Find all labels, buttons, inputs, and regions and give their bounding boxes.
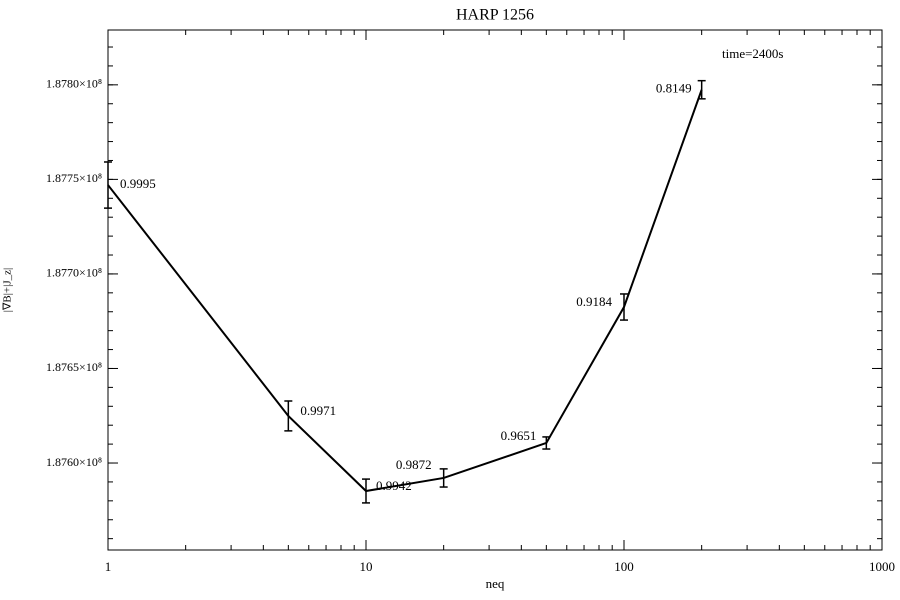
error-bar (362, 478, 370, 504)
chart-title: HARP 1256 (456, 7, 534, 24)
point-label: 0.9651 (501, 428, 537, 443)
annotation: time=2400s (722, 46, 784, 61)
point-label: 0.9995 (120, 176, 156, 191)
point-label: 0.9942 (376, 478, 412, 493)
y-tick-label: 1.8765×10⁸ (46, 360, 102, 374)
x-tick-label: 1 (105, 559, 112, 574)
error-bar (620, 293, 628, 321)
error-bar (284, 400, 293, 432)
point-label: 0.9872 (396, 457, 432, 472)
y-axis-label: |∇B|+|J_z| (2, 268, 14, 312)
series-line (107, 89, 703, 493)
error-bar (697, 79, 706, 100)
error-bar (439, 468, 448, 488)
x-tick-label: 10 (360, 559, 373, 574)
error-bar (542, 436, 551, 450)
axes (107, 30, 883, 550)
y-tick-label: 1.8780×10⁸ (46, 77, 102, 91)
point-label: 0.9184 (576, 294, 612, 309)
point-label: 0.8149 (656, 81, 692, 96)
point-label: 0.9971 (300, 403, 336, 418)
x-axis-label: neq (486, 576, 505, 591)
error-bar (104, 161, 112, 209)
x-tick-label: 100 (614, 559, 634, 574)
plot-frame (107, 29, 883, 551)
x-tick-label: 1000 (869, 559, 895, 574)
y-tick-label: 1.8760×10⁸ (46, 455, 102, 469)
y-tick-label: 1.8770×10⁸ (46, 266, 102, 280)
y-tick-label: 1.8775×10⁸ (46, 171, 102, 185)
